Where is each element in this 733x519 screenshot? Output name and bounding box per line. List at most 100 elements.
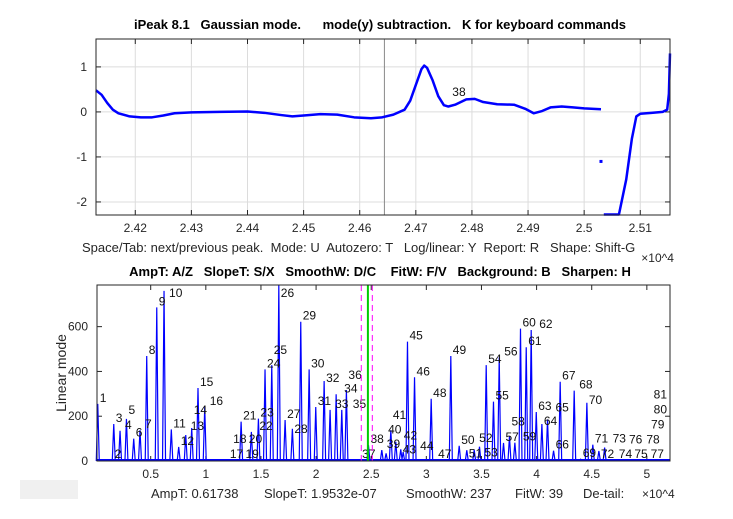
peak-label-57: 57 bbox=[506, 430, 520, 444]
peak-label-38: 38 bbox=[370, 432, 384, 446]
x-tick-label: 2.5 bbox=[363, 467, 380, 481]
peak-23 bbox=[256, 418, 261, 462]
x-tick-label: 2.45 bbox=[292, 221, 316, 235]
peak-label-73: 73 bbox=[613, 432, 627, 446]
peak-6 bbox=[131, 438, 136, 462]
peak-label-79: 79 bbox=[651, 417, 665, 431]
y-tick-label: 1 bbox=[80, 60, 87, 74]
peak-label-52: 52 bbox=[479, 431, 493, 445]
bottom-plot-title: AmpT: A/Z SlopeT: S/X SmoothW: D/C FitW:… bbox=[129, 264, 631, 279]
peak-64 bbox=[539, 424, 544, 462]
peak-4 bbox=[117, 430, 123, 462]
peak-59 bbox=[512, 442, 517, 462]
peak-50 bbox=[457, 445, 462, 462]
peak-label-69: 69 bbox=[583, 446, 597, 460]
peak-label-5: 5 bbox=[128, 403, 135, 417]
top-plot-title: iPeak 8.1 Gaussian mode. mode(y) subtrac… bbox=[134, 17, 626, 32]
peak-label-60: 60 bbox=[522, 316, 536, 330]
peak-label-49: 49 bbox=[453, 343, 467, 357]
y-tick-label: -1 bbox=[76, 150, 87, 164]
x-tick-label: 0.5 bbox=[142, 467, 159, 481]
peak-series: 123 4567891011121314151617181920212223242… bbox=[95, 284, 670, 462]
peak-69 bbox=[578, 458, 583, 462]
peak-42 bbox=[393, 441, 398, 462]
peak-label-13: 13 bbox=[191, 419, 205, 433]
x-tick-label: 1 bbox=[202, 467, 209, 481]
peak-label-72: 72 bbox=[601, 447, 615, 461]
peak-15 bbox=[195, 387, 201, 462]
peak-label-43: 43 bbox=[403, 442, 417, 456]
peak-11 bbox=[169, 429, 174, 462]
x-tick-label: 2.43 bbox=[180, 221, 204, 235]
peak-55 bbox=[491, 401, 496, 462]
smoothw-status: SmoothW: 237 bbox=[406, 486, 492, 501]
peak-label-31: 31 bbox=[318, 394, 332, 408]
peak-label-54: 54 bbox=[488, 352, 502, 366]
peak-label-51: 51 bbox=[469, 446, 483, 460]
peak-24 bbox=[262, 369, 268, 462]
bottom-x-exponent: ×10^4 bbox=[642, 487, 675, 501]
peak-72 bbox=[596, 450, 601, 462]
peak-label-18: 18 bbox=[233, 432, 247, 446]
peak-13 bbox=[183, 434, 188, 462]
x-tick-label: 3.5 bbox=[473, 467, 490, 481]
detail-status: De-tail: bbox=[583, 486, 624, 501]
peak-label-20: 20 bbox=[249, 432, 263, 446]
peak-label-28: 28 bbox=[294, 422, 308, 436]
peak-label-62: 62 bbox=[539, 317, 553, 331]
peak-label-6: 6 bbox=[136, 426, 143, 440]
peak-7 bbox=[137, 430, 143, 462]
peak-73 bbox=[602, 447, 607, 462]
peak-label-67: 67 bbox=[562, 369, 576, 383]
y-tick-label: 200 bbox=[68, 409, 88, 423]
peak-33 bbox=[327, 409, 333, 462]
x-tick-label: 1.5 bbox=[253, 467, 270, 481]
peak-35 bbox=[339, 409, 344, 462]
peak-label-47: 47 bbox=[438, 447, 452, 461]
peak-label-24: 24 bbox=[267, 356, 281, 370]
peak-label-27: 27 bbox=[287, 407, 301, 421]
peak-label-21: 21 bbox=[243, 409, 257, 423]
peak-62 bbox=[529, 330, 534, 462]
peak-label-46: 46 bbox=[417, 364, 431, 378]
peak-label-42: 42 bbox=[404, 429, 418, 443]
peak-label-33: 33 bbox=[335, 397, 349, 411]
peak-label-55: 55 bbox=[495, 389, 509, 403]
top-x-exponent: ×10^4 bbox=[641, 251, 674, 265]
peak-label-15: 15 bbox=[200, 375, 214, 389]
peak-label-4: 4 bbox=[125, 418, 132, 432]
peak-36 bbox=[344, 390, 349, 462]
plot-frame bbox=[96, 284, 671, 462]
peak-label-26: 26 bbox=[281, 286, 295, 300]
peak-46 bbox=[412, 377, 417, 462]
peak-label-2: 2 bbox=[115, 447, 122, 461]
peak-label-30: 30 bbox=[311, 356, 325, 370]
y-tick-label: 0 bbox=[80, 105, 87, 119]
peak-29 bbox=[298, 321, 303, 462]
peak-67 bbox=[558, 381, 563, 462]
peak-label-32: 32 bbox=[326, 371, 340, 385]
y-axis-label: Linear mode bbox=[53, 334, 69, 412]
peak-label-37: 37 bbox=[362, 447, 376, 461]
peak-71 bbox=[590, 444, 595, 462]
peak-label-71: 71 bbox=[595, 432, 609, 446]
y-tick-label: 400 bbox=[68, 364, 88, 378]
peak-3 bbox=[111, 424, 116, 462]
peak-57 bbox=[501, 442, 506, 462]
detail-input-box[interactable] bbox=[20, 480, 78, 499]
peak-12 bbox=[176, 446, 181, 462]
peak-label-65: 65 bbox=[556, 400, 570, 414]
peak-10 bbox=[161, 290, 167, 462]
help-line: Space/Tab: next/previous peak. Mode: U A… bbox=[82, 240, 635, 255]
x-tick-label: 4.5 bbox=[583, 467, 600, 481]
top-axes[interactable]: 2.42 2.43 2.44 2.45 2.46 2.47 2.48 2.49 2.5 2.51 -… bbox=[76, 38, 672, 235]
y-tick-label: -2 bbox=[76, 195, 87, 209]
peak-label-1: 1 bbox=[100, 391, 107, 405]
peak-63 bbox=[534, 411, 539, 462]
x-tick-label: 2.46 bbox=[348, 221, 372, 235]
peak-label-14: 14 bbox=[194, 403, 208, 417]
peak-label-39: 39 bbox=[387, 437, 401, 451]
x-tick-label: 2.44 bbox=[236, 221, 260, 235]
